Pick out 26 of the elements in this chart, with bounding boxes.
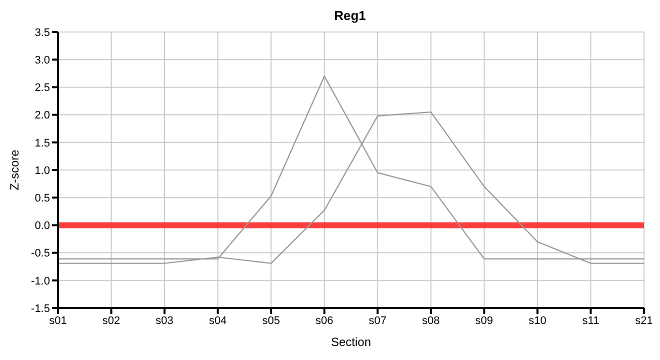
y-tick-label: 1.5 <box>34 137 50 150</box>
x-tick-label: s05 <box>262 314 280 327</box>
y-tick-label: 0.0 <box>34 220 50 232</box>
x-tick-label: s03 <box>156 314 174 327</box>
x-tick-label: s04 <box>208 314 227 327</box>
x-tick-label: s11 <box>582 314 600 327</box>
x-tick-label: s01 <box>49 314 67 327</box>
chart-title: Reg1 <box>333 8 367 25</box>
x-tick-label: s21 <box>635 314 653 327</box>
y-tick-label: 3.5 <box>34 26 50 39</box>
y-tick-label: 0.5 <box>34 192 50 205</box>
y-axis-title: Z-score <box>7 149 22 190</box>
x-axis-title: Section <box>330 335 372 349</box>
x-tick-label: s06 <box>315 314 334 327</box>
x-tick-label: s10 <box>528 314 546 327</box>
y-tick-label: 1.0 <box>34 164 50 177</box>
x-tick-label: s08 <box>422 314 440 327</box>
y-tick-label: 3.0 <box>34 54 50 67</box>
y-tick-label: 2.0 <box>34 110 50 122</box>
y-tick-label: 2.5 <box>34 82 50 94</box>
x-tick-label: s02 <box>102 314 120 327</box>
x-tick-label: s09 <box>475 314 494 327</box>
y-tick-label: -1.0 <box>31 275 50 288</box>
y-tick-label: -1.5 <box>31 302 50 315</box>
y-tick-label: -0.5 <box>31 248 50 260</box>
x-tick-label: s07 <box>368 314 387 327</box>
